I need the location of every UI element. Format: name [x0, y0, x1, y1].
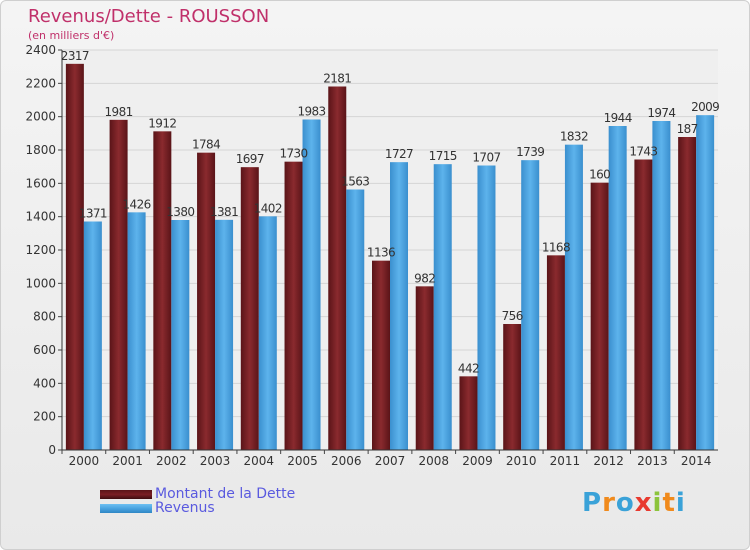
x-tick-label: 2008: [418, 454, 449, 468]
data-label: 1707: [472, 151, 500, 165]
bar-revenus: [564, 144, 583, 450]
bar-dette: [459, 376, 478, 450]
data-label: 1371: [79, 207, 107, 221]
bar-dette: [240, 167, 259, 450]
x-tick-label: 2014: [681, 454, 712, 468]
y-tick-label: 2200: [25, 76, 56, 90]
bar-revenus: [433, 164, 452, 450]
bar-dette: [678, 137, 697, 450]
bar-revenus: [346, 189, 365, 450]
y-tick-label: 1000: [25, 276, 56, 290]
data-label: 1983: [297, 105, 325, 119]
bar-dette: [546, 255, 565, 450]
legend-item-dette: Montant de la Dette: [100, 486, 400, 502]
data-label: 1981: [105, 105, 133, 119]
bar-revenus: [477, 165, 496, 450]
data-label: 1168: [542, 240, 570, 254]
bar-dette: [503, 324, 522, 450]
y-tick-label: 2400: [25, 43, 56, 57]
bar-revenus: [302, 119, 321, 450]
data-label: 1743: [629, 145, 657, 159]
legend-swatch-revenus: [100, 504, 152, 513]
x-tick-label: 2006: [331, 454, 362, 468]
data-label: 2317: [61, 49, 89, 63]
data-label: 1715: [429, 149, 457, 163]
data-label: 756: [502, 309, 523, 323]
bar-dette: [634, 159, 653, 450]
legend-item-revenus: Revenus: [100, 500, 400, 516]
data-label: 2009: [691, 100, 719, 114]
data-label: 1784: [192, 138, 220, 152]
y-tick-label: 800: [33, 310, 56, 324]
data-label: 1426: [123, 197, 151, 211]
bar-revenus: [390, 162, 408, 450]
bar-revenus: [696, 115, 715, 451]
bar-dette: [415, 286, 434, 450]
bar-revenus: [608, 126, 627, 450]
x-tick-label: 2010: [506, 454, 537, 468]
bar-revenus: [171, 220, 190, 450]
x-tick-label: 2000: [69, 454, 100, 468]
legend-swatch-dette: [100, 490, 152, 499]
y-tick-label: 2000: [25, 110, 56, 124]
data-label: 160: [589, 168, 610, 182]
data-label: 1730: [279, 147, 307, 161]
x-tick-label: 2009: [462, 454, 493, 468]
y-tick-label: 0: [48, 443, 56, 457]
y-tick-label: 600: [33, 343, 56, 357]
data-label: 1136: [367, 246, 395, 260]
chart-subtitle: (en milliers d'€): [28, 29, 115, 42]
data-label: 1402: [254, 201, 282, 215]
data-label: 187: [677, 122, 698, 136]
data-label: 982: [414, 271, 435, 285]
bar-revenus: [127, 212, 146, 450]
x-tick-label: 2013: [637, 454, 668, 468]
x-tick-label: 2004: [244, 454, 275, 468]
bar-dette: [590, 182, 609, 450]
bar-revenus: [521, 160, 540, 450]
y-tick-label: 1400: [25, 210, 56, 224]
y-tick-label: 1800: [25, 143, 56, 157]
bar-dette: [328, 86, 347, 450]
data-label: 1380: [166, 205, 194, 219]
bar-revenus: [258, 216, 277, 450]
y-tick-label: 200: [33, 410, 56, 424]
chart-title: Revenus/Dette - ROUSSON: [28, 6, 270, 27]
x-tick-label: 2005: [287, 454, 318, 468]
data-label: 1739: [516, 145, 544, 159]
data-label: 1697: [236, 152, 264, 166]
bar-dette: [109, 119, 128, 450]
bar-dette: [197, 152, 216, 450]
bar-revenus: [83, 221, 102, 450]
data-label: 1944: [604, 111, 632, 125]
bar-revenus: [215, 219, 234, 450]
data-label: 1563: [341, 175, 369, 189]
bar-dette: [284, 161, 303, 450]
data-label: 442: [458, 361, 479, 375]
x-tick-label: 2002: [156, 454, 187, 468]
y-tick-label: 1200: [25, 243, 56, 257]
data-label: 2181: [323, 72, 351, 86]
legend-label-dette: Montant de la Dette: [155, 486, 296, 502]
bar-dette: [372, 260, 390, 450]
x-tick-label: 2003: [200, 454, 231, 468]
data-label: 1912: [148, 116, 176, 130]
data-label: 1727: [385, 147, 413, 161]
x-tick-label: 2001: [112, 454, 143, 468]
data-label: 1381: [210, 205, 238, 219]
x-tick-label: 2011: [550, 454, 581, 468]
bar-revenus: [652, 121, 671, 450]
proxiti-logo: Proxiti: [582, 488, 686, 518]
y-tick-label: 400: [33, 376, 56, 390]
legend-label-revenus: Revenus: [155, 500, 215, 516]
x-tick-label: 2007: [375, 454, 406, 468]
data-label: 1832: [560, 130, 588, 144]
data-label: 1974: [647, 106, 675, 120]
x-tick-label: 2012: [593, 454, 624, 468]
y-tick-label: 1600: [25, 176, 56, 190]
bar-dette: [153, 131, 172, 451]
bar-dette: [65, 63, 84, 450]
